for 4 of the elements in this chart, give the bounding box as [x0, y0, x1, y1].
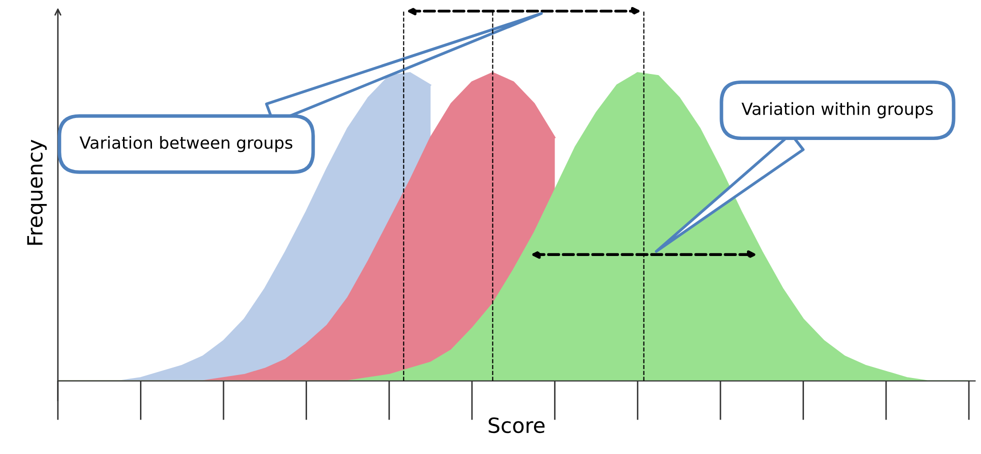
annotation: Variation between groups — [80, 136, 292, 152]
y-axis-title: Frequency — [27, 140, 47, 245]
x-axis-title: Score — [488, 417, 545, 434]
annotation: Variation within groups — [742, 102, 933, 118]
